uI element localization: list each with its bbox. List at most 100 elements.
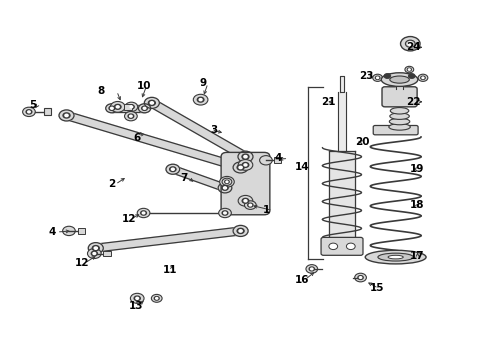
Circle shape	[137, 208, 150, 218]
Circle shape	[128, 105, 134, 109]
Circle shape	[22, 107, 35, 117]
Circle shape	[219, 176, 234, 187]
Circle shape	[237, 165, 244, 170]
Circle shape	[383, 73, 390, 78]
Polygon shape	[329, 151, 354, 237]
Circle shape	[310, 268, 312, 270]
Polygon shape	[337, 92, 345, 151]
Circle shape	[354, 273, 366, 282]
Text: 8: 8	[97, 86, 104, 96]
Circle shape	[193, 94, 207, 105]
Circle shape	[238, 159, 252, 170]
Circle shape	[171, 168, 174, 170]
Circle shape	[242, 154, 248, 159]
Circle shape	[110, 102, 125, 112]
Text: 6: 6	[133, 133, 140, 143]
Text: 12: 12	[122, 215, 136, 224]
Circle shape	[142, 212, 144, 214]
Text: 9: 9	[199, 78, 206, 88]
Circle shape	[372, 74, 382, 81]
Polygon shape	[170, 166, 226, 191]
Circle shape	[421, 77, 423, 78]
Circle shape	[110, 107, 113, 109]
Text: 19: 19	[409, 164, 424, 174]
Bar	[103, 251, 111, 256]
Circle shape	[150, 102, 153, 104]
Text: 12: 12	[75, 258, 90, 268]
Circle shape	[233, 162, 247, 173]
Ellipse shape	[388, 124, 409, 130]
Text: 16: 16	[295, 275, 309, 285]
Circle shape	[242, 198, 248, 203]
Circle shape	[28, 111, 30, 113]
Circle shape	[328, 243, 337, 249]
Circle shape	[154, 297, 159, 300]
Circle shape	[130, 106, 132, 108]
Circle shape	[225, 181, 227, 183]
Text: 15: 15	[368, 283, 383, 293]
Text: 7: 7	[180, 173, 187, 183]
FancyBboxPatch shape	[221, 152, 269, 215]
Ellipse shape	[365, 250, 425, 264]
Circle shape	[357, 276, 363, 279]
Polygon shape	[339, 76, 343, 92]
Circle shape	[222, 211, 227, 215]
Ellipse shape	[377, 253, 412, 261]
Circle shape	[346, 243, 354, 249]
Text: 13: 13	[128, 301, 142, 311]
Circle shape	[238, 151, 252, 162]
Circle shape	[224, 180, 229, 183]
Circle shape	[375, 76, 379, 80]
Circle shape	[92, 246, 99, 251]
Circle shape	[116, 106, 119, 108]
Circle shape	[128, 114, 133, 118]
Circle shape	[222, 185, 228, 190]
FancyBboxPatch shape	[372, 126, 417, 135]
Polygon shape	[64, 112, 242, 171]
Circle shape	[305, 265, 317, 273]
Circle shape	[359, 277, 361, 278]
Text: 18: 18	[409, 200, 424, 210]
Text: 3: 3	[210, 125, 217, 135]
Circle shape	[199, 99, 202, 101]
Text: 14: 14	[295, 162, 309, 172]
Text: 17: 17	[409, 251, 424, 261]
Circle shape	[155, 298, 158, 299]
Text: 5: 5	[29, 100, 36, 111]
Circle shape	[407, 42, 412, 45]
Text: 23: 23	[359, 71, 373, 81]
Polygon shape	[112, 105, 144, 112]
Bar	[78, 228, 85, 234]
FancyBboxPatch shape	[321, 237, 362, 255]
Circle shape	[407, 73, 414, 78]
Text: 22: 22	[406, 97, 420, 107]
Bar	[43, 108, 51, 116]
Ellipse shape	[389, 113, 408, 120]
Circle shape	[142, 106, 147, 111]
Circle shape	[218, 208, 231, 218]
Text: 4: 4	[48, 227, 56, 237]
Circle shape	[417, 74, 427, 81]
Ellipse shape	[389, 108, 408, 114]
Circle shape	[218, 183, 231, 193]
Ellipse shape	[389, 76, 408, 83]
Text: 1: 1	[263, 206, 270, 216]
Circle shape	[239, 166, 242, 168]
Circle shape	[138, 104, 150, 113]
Circle shape	[124, 112, 137, 121]
Circle shape	[237, 228, 244, 234]
Circle shape	[141, 211, 146, 215]
Text: 21: 21	[321, 97, 335, 107]
Circle shape	[88, 243, 103, 254]
Circle shape	[148, 100, 155, 105]
Circle shape	[144, 97, 159, 108]
Circle shape	[222, 178, 231, 185]
Bar	[273, 157, 281, 163]
Circle shape	[105, 104, 118, 113]
Circle shape	[376, 77, 378, 78]
Circle shape	[405, 40, 414, 47]
Polygon shape	[95, 227, 241, 252]
Circle shape	[244, 201, 256, 210]
Circle shape	[239, 230, 242, 232]
Circle shape	[93, 252, 96, 255]
